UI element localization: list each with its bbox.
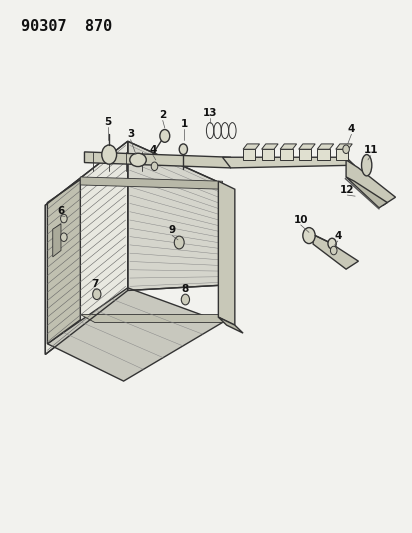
Polygon shape	[280, 149, 293, 160]
Text: 12: 12	[340, 185, 355, 195]
Polygon shape	[222, 157, 354, 168]
Polygon shape	[80, 314, 235, 322]
Polygon shape	[218, 317, 243, 333]
Polygon shape	[45, 141, 128, 354]
Circle shape	[179, 144, 187, 155]
Polygon shape	[53, 224, 61, 257]
Ellipse shape	[362, 155, 372, 176]
Circle shape	[174, 236, 184, 249]
Text: 7: 7	[91, 279, 98, 288]
Text: 5: 5	[104, 117, 112, 126]
Polygon shape	[280, 144, 297, 149]
Circle shape	[61, 214, 67, 223]
Circle shape	[328, 238, 336, 249]
Circle shape	[181, 294, 190, 305]
Text: 9: 9	[169, 225, 176, 235]
Polygon shape	[47, 180, 80, 344]
Circle shape	[330, 246, 337, 255]
Ellipse shape	[130, 154, 146, 167]
Polygon shape	[80, 177, 222, 189]
Polygon shape	[84, 152, 231, 168]
Text: 90307  870: 90307 870	[21, 19, 112, 34]
Polygon shape	[47, 288, 222, 381]
Text: 11: 11	[363, 146, 378, 155]
Text: 4: 4	[334, 231, 342, 240]
Text: 10: 10	[293, 215, 308, 224]
Polygon shape	[336, 144, 352, 149]
Text: 6: 6	[57, 206, 65, 215]
Text: 2: 2	[159, 110, 166, 120]
Circle shape	[343, 145, 349, 154]
Polygon shape	[299, 144, 315, 149]
Circle shape	[93, 289, 101, 300]
Polygon shape	[243, 149, 255, 160]
Text: 13: 13	[203, 108, 218, 118]
Polygon shape	[346, 177, 387, 208]
Text: 4: 4	[348, 124, 355, 134]
Text: 8: 8	[181, 284, 188, 294]
Polygon shape	[262, 144, 278, 149]
Text: 3: 3	[127, 130, 134, 139]
Polygon shape	[346, 160, 396, 205]
Polygon shape	[218, 181, 235, 325]
Polygon shape	[336, 149, 348, 160]
Polygon shape	[317, 149, 330, 160]
Polygon shape	[313, 235, 358, 269]
Text: 1: 1	[180, 119, 188, 128]
Polygon shape	[243, 144, 260, 149]
Polygon shape	[299, 149, 311, 160]
Circle shape	[151, 162, 158, 171]
Circle shape	[160, 130, 170, 142]
Circle shape	[102, 145, 117, 164]
Polygon shape	[262, 149, 274, 160]
Circle shape	[61, 233, 67, 241]
Polygon shape	[317, 144, 334, 149]
Circle shape	[303, 228, 315, 244]
Polygon shape	[128, 141, 222, 290]
Text: 4: 4	[150, 146, 157, 155]
